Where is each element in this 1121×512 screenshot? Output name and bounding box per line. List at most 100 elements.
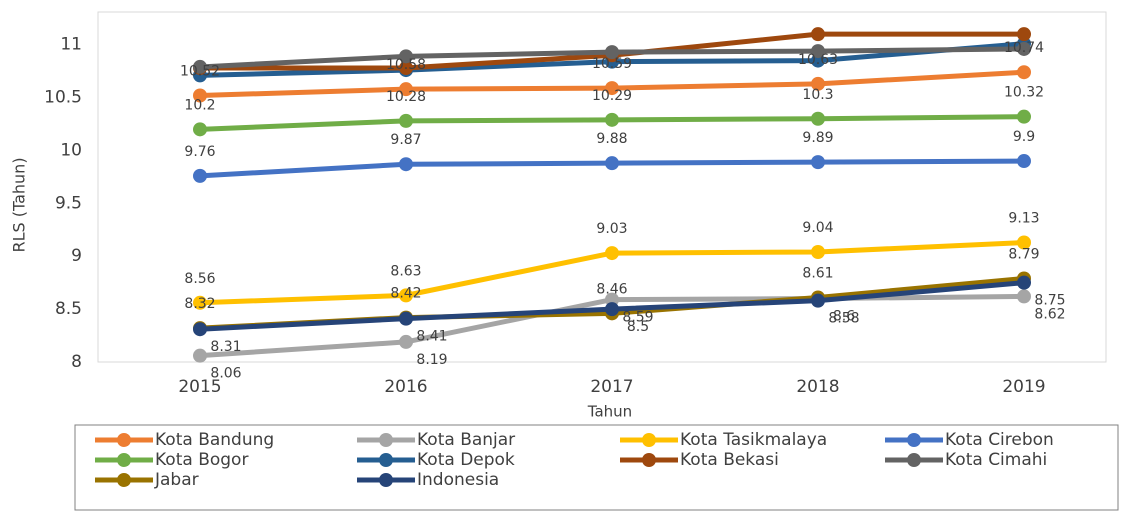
legend-label: Kota Bandung [155, 430, 274, 450]
y-tick-label: 8.5 [55, 299, 82, 319]
data-point [1017, 27, 1031, 42]
y-tick-label: 8 [71, 352, 82, 372]
data-point [811, 27, 825, 42]
data-label: 9.76 [184, 144, 215, 160]
data-point [193, 59, 207, 74]
data-point [605, 246, 619, 261]
data-point [399, 334, 413, 349]
legend-marker [117, 453, 131, 467]
data-point [399, 113, 413, 128]
data-label: 8.31 [210, 339, 241, 355]
y-tick-label: 10.5 [44, 88, 82, 108]
data-point [605, 81, 619, 96]
legend-label: Kota Cimahi [945, 450, 1047, 470]
data-point [605, 156, 619, 171]
data-point [193, 348, 207, 363]
legend-marker [379, 453, 393, 467]
data-point [1017, 41, 1031, 56]
legend-marker [642, 453, 656, 467]
data-point [1017, 154, 1031, 169]
data-label: 10.58 [386, 57, 426, 73]
data-label: 8.5 [627, 319, 649, 335]
data-point [193, 88, 207, 103]
data-point [193, 122, 207, 137]
data-label: 8.42 [390, 286, 421, 302]
data-point [811, 76, 825, 91]
data-point [811, 111, 825, 126]
data-label: 8.32 [184, 296, 215, 312]
data-label: 8.06 [210, 366, 241, 382]
x-tick-label: 2018 [796, 377, 839, 397]
data-label: 8.61 [802, 265, 833, 281]
data-label: 9.03 [596, 221, 627, 237]
data-point [1017, 289, 1031, 304]
data-label: 10.74 [1004, 40, 1044, 56]
legend-marker [642, 433, 656, 447]
data-label: 9.04 [802, 220, 833, 236]
y-tick-label: 9 [71, 246, 82, 266]
data-point [399, 60, 413, 75]
legend-label: Kota Cirebon [945, 430, 1054, 450]
data-point [193, 322, 207, 337]
x-tick-label: 2019 [1002, 377, 1045, 397]
data-label: 8.63 [390, 263, 421, 279]
data-point [399, 311, 413, 326]
data-label: 8.6 [833, 309, 855, 325]
legend-label: Kota Banjar [417, 430, 515, 450]
data-point [399, 82, 413, 97]
data-point [193, 295, 207, 310]
data-point [1017, 235, 1031, 250]
data-label: 8.41 [416, 329, 447, 345]
data-point [605, 45, 619, 60]
data-label: 10.52 [180, 63, 220, 79]
data-label: 9.87 [390, 132, 421, 148]
data-point [811, 293, 825, 308]
data-label: 10.28 [386, 89, 426, 105]
data-label: 9.9 [1013, 129, 1035, 145]
data-label: 10.29 [592, 88, 632, 104]
legend-marker [117, 433, 131, 447]
y-tick-label: 11 [60, 35, 82, 55]
x-tick-label: 2015 [178, 377, 221, 397]
data-point [811, 44, 825, 59]
legend-box [74, 424, 1119, 511]
y-axis-label: RLS (Tahun) [10, 157, 29, 252]
data-point [811, 245, 825, 260]
data-label: 10.2 [184, 97, 215, 113]
data-label: 8.59 [622, 310, 653, 326]
data-label: 9.13 [1008, 210, 1039, 226]
data-point [399, 288, 413, 303]
legend-marker [379, 433, 393, 447]
data-point [605, 302, 619, 317]
legend-label: Kota Bogor [155, 450, 248, 470]
legend-label: Kota Bekasi [680, 450, 779, 470]
data-label: 10.3 [802, 87, 833, 103]
legend-marker [907, 433, 921, 447]
legend-label: Kota Tasikmalaya [680, 430, 827, 450]
data-label: 8.56 [184, 271, 215, 287]
legend-marker [379, 473, 393, 487]
legend-label: Jabar [154, 470, 199, 490]
plot-frame [97, 11, 1107, 363]
x-axis-label: Tahun [587, 403, 632, 421]
data-label: 8.46 [596, 281, 627, 297]
data-point [1017, 65, 1031, 80]
y-tick-label: 10 [60, 140, 82, 160]
data-point [811, 155, 825, 170]
x-tick-label: 2017 [590, 377, 633, 397]
data-label: 8.19 [416, 352, 447, 368]
y-tick-label: 9.5 [55, 193, 82, 213]
data-point [1017, 275, 1031, 290]
data-label: 8.58 [828, 311, 859, 327]
data-label: 8.62 [1034, 306, 1065, 322]
data-label: 8.79 [1008, 246, 1039, 262]
data-label: 8.75 [1034, 293, 1065, 309]
x-tick-label: 2016 [384, 377, 427, 397]
data-label: 10.32 [1004, 85, 1044, 101]
data-label: 10.63 [798, 52, 838, 68]
legend-label: Kota Depok [417, 450, 515, 470]
legend-marker [117, 473, 131, 487]
data-label: 9.88 [596, 131, 627, 147]
data-label: 10.59 [592, 56, 632, 72]
